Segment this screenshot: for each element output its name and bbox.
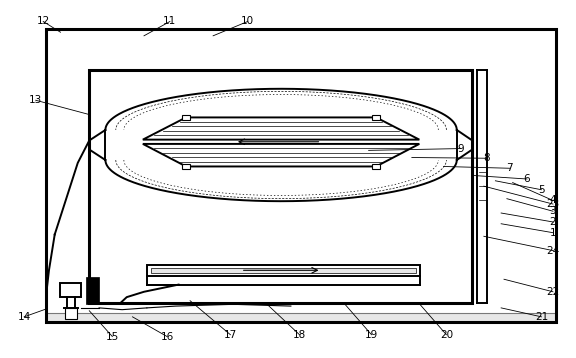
Bar <box>60 283 81 297</box>
Bar <box>181 164 190 169</box>
Bar <box>46 313 556 322</box>
Text: 5: 5 <box>538 185 545 195</box>
Text: 10: 10 <box>241 16 254 26</box>
Text: 3: 3 <box>550 206 556 216</box>
Text: 7: 7 <box>506 163 513 173</box>
Text: 12: 12 <box>36 16 50 26</box>
Text: 11: 11 <box>163 16 177 26</box>
Text: 15: 15 <box>105 332 119 342</box>
Text: 13: 13 <box>29 95 43 105</box>
Text: 8: 8 <box>483 153 490 163</box>
Text: 21: 21 <box>535 312 548 322</box>
Text: 22: 22 <box>546 287 560 297</box>
Text: 18: 18 <box>293 330 306 340</box>
Text: 4: 4 <box>550 195 556 205</box>
Bar <box>372 115 380 120</box>
Text: 17: 17 <box>223 330 237 340</box>
Bar <box>65 308 77 319</box>
Text: 14: 14 <box>17 312 31 322</box>
Bar <box>89 70 472 303</box>
Text: 20: 20 <box>440 330 453 340</box>
Bar <box>46 29 556 322</box>
Bar <box>181 115 190 120</box>
Text: 23: 23 <box>546 199 560 209</box>
Text: 16: 16 <box>160 332 174 342</box>
Text: 19: 19 <box>365 330 378 340</box>
Text: 24: 24 <box>546 246 560 256</box>
Text: 2: 2 <box>550 217 556 227</box>
Text: 1: 1 <box>550 228 556 238</box>
Bar <box>151 268 416 273</box>
Bar <box>372 164 380 169</box>
Bar <box>86 277 99 304</box>
Text: 9: 9 <box>457 144 464 154</box>
Bar <box>147 265 420 276</box>
Text: 6: 6 <box>524 174 530 184</box>
